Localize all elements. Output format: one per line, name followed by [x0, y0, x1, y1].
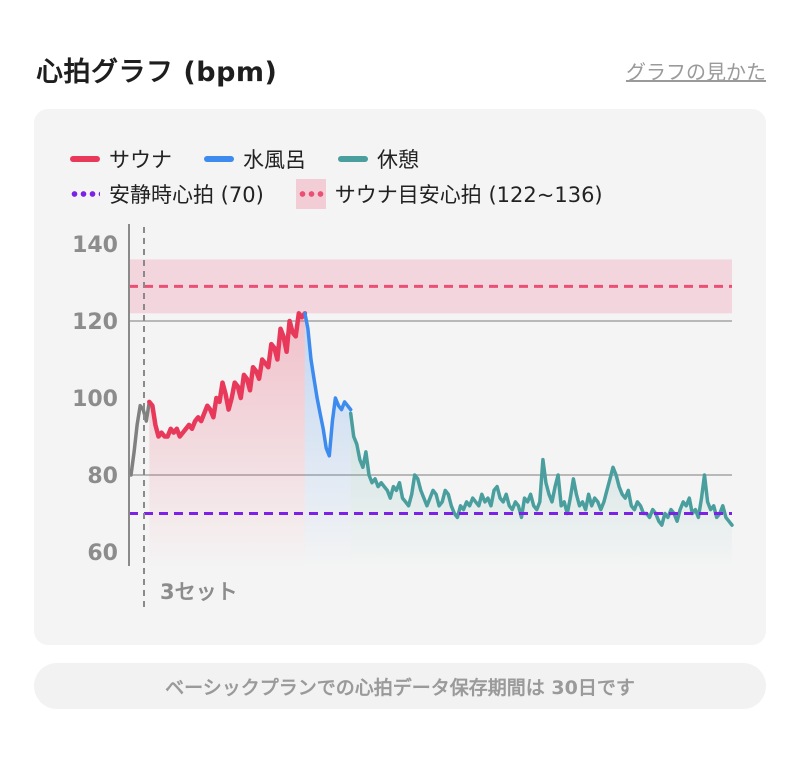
- rest-swatch-icon: [338, 156, 368, 162]
- legend-row-references: 安静時心拍 (70) サウナ目安心拍 (122~136): [70, 179, 635, 209]
- sauna-swatch-icon: [70, 156, 100, 162]
- target-zone-swatch-icon: [295, 179, 326, 209]
- y-tick-label-140: 140: [72, 233, 118, 258]
- storage-period-note: ベーシックプランでの心拍データ保存期間は 30日です: [34, 663, 766, 709]
- legend-label-cold-bath: 水風呂: [243, 148, 306, 172]
- legend-item-resting-hr: 安静時心拍 (70): [70, 179, 264, 209]
- heart-rate-chart: 140 120 100 80 60 3セット: [72, 224, 734, 609]
- legend-row-segments: サウナ 水風呂 休憩: [70, 144, 451, 174]
- series-line-cold_bath: [303, 311, 353, 458]
- area-sauna: [149, 313, 305, 569]
- heart-rate-card: サウナ 水風呂 休憩 安静時心拍 (70) サウナ目安心拍 (122~136): [34, 109, 766, 645]
- y-tick-label-120: 120: [72, 310, 118, 335]
- legend-label-rest: 休憩: [377, 148, 419, 172]
- legend-label-target-zone: サウナ目安心拍 (122~136): [334, 183, 603, 207]
- y-tick-label-100: 100: [72, 387, 118, 412]
- area-cold_bath: [304, 313, 351, 569]
- page-title: 心拍グラフ (bpm): [36, 57, 278, 88]
- legend-label-resting-hr: 安静時心拍 (70): [109, 183, 264, 207]
- cold-bath-swatch-icon: [204, 156, 234, 162]
- chart-header: 心拍グラフ (bpm) グラフの見かた: [36, 50, 766, 90]
- legend-item-cold-bath: 水風呂: [204, 144, 306, 174]
- series-line-lead_in: [129, 400, 152, 477]
- series-line-sauna: [147, 311, 308, 439]
- legend-item-sauna: サウナ: [70, 144, 172, 174]
- y-tick-label-60: 60: [87, 541, 118, 566]
- set-marker-label: 3セット: [160, 580, 238, 604]
- resting-hr-swatch-icon: [70, 191, 100, 197]
- y-tick-label-80: 80: [87, 464, 118, 489]
- legend-label-sauna: サウナ: [109, 148, 172, 172]
- series-line-rest: [348, 411, 734, 527]
- how-to-read-link[interactable]: グラフの見かた: [626, 60, 766, 84]
- legend-item-rest: 休憩: [338, 144, 419, 174]
- legend-item-target-zone: サウナ目安心拍 (122~136): [295, 179, 603, 209]
